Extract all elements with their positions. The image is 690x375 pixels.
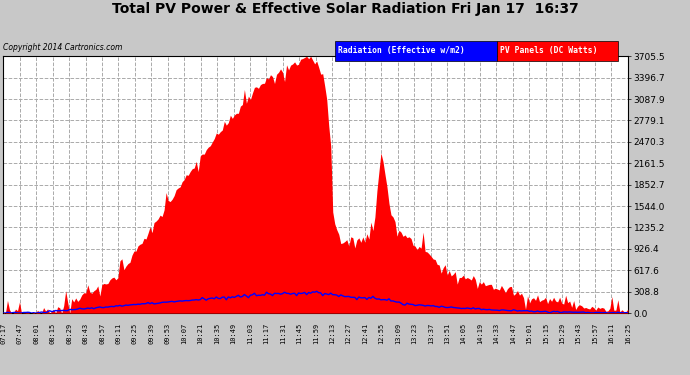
Text: 15:01: 15:01 [526, 322, 532, 344]
Text: 16:25: 16:25 [625, 322, 631, 344]
Text: 14:19: 14:19 [477, 322, 483, 344]
Text: 11:45: 11:45 [296, 322, 302, 344]
Text: 09:25: 09:25 [132, 322, 138, 344]
Text: 15:29: 15:29 [559, 322, 565, 344]
Text: 13:37: 13:37 [428, 322, 434, 344]
Text: 12:41: 12:41 [362, 322, 368, 344]
Text: 09:39: 09:39 [148, 322, 155, 344]
Text: Total PV Power & Effective Solar Radiation Fri Jan 17  16:37: Total PV Power & Effective Solar Radiati… [112, 2, 578, 16]
Text: 08:43: 08:43 [83, 322, 88, 344]
Text: 11:59: 11:59 [313, 322, 319, 344]
Text: 14:05: 14:05 [460, 322, 466, 344]
Text: 13:09: 13:09 [395, 322, 401, 344]
Text: 11:17: 11:17 [264, 322, 269, 344]
Text: 12:13: 12:13 [329, 322, 335, 344]
Text: 11:03: 11:03 [247, 322, 253, 344]
Text: 09:53: 09:53 [165, 322, 171, 344]
Text: 10:21: 10:21 [197, 322, 204, 344]
Text: 14:47: 14:47 [510, 322, 516, 344]
Text: 11:31: 11:31 [280, 322, 286, 344]
Text: 09:11: 09:11 [115, 322, 121, 344]
Text: PV Panels (DC Watts): PV Panels (DC Watts) [500, 46, 598, 56]
Text: 10:49: 10:49 [230, 322, 237, 344]
Text: 08:57: 08:57 [99, 322, 105, 344]
Text: Copyright 2014 Cartronics.com: Copyright 2014 Cartronics.com [3, 43, 123, 52]
Text: 15:15: 15:15 [543, 322, 549, 344]
Text: Radiation (Effective w/m2): Radiation (Effective w/m2) [338, 46, 465, 56]
Text: 07:17: 07:17 [1, 322, 6, 344]
Text: 08:15: 08:15 [50, 322, 56, 344]
Text: 08:01: 08:01 [33, 322, 39, 344]
Text: 16:11: 16:11 [609, 322, 615, 344]
Text: 10:35: 10:35 [214, 322, 220, 344]
Text: 08:29: 08:29 [66, 322, 72, 344]
Text: 13:23: 13:23 [411, 322, 417, 344]
Text: 07:47: 07:47 [17, 322, 23, 344]
Text: 15:43: 15:43 [575, 322, 582, 344]
Text: 12:55: 12:55 [378, 322, 384, 344]
Text: 10:07: 10:07 [181, 322, 187, 344]
Text: 13:51: 13:51 [444, 322, 450, 344]
Text: 15:57: 15:57 [592, 322, 598, 344]
Text: 12:27: 12:27 [346, 322, 351, 344]
Text: 14:33: 14:33 [493, 322, 500, 344]
